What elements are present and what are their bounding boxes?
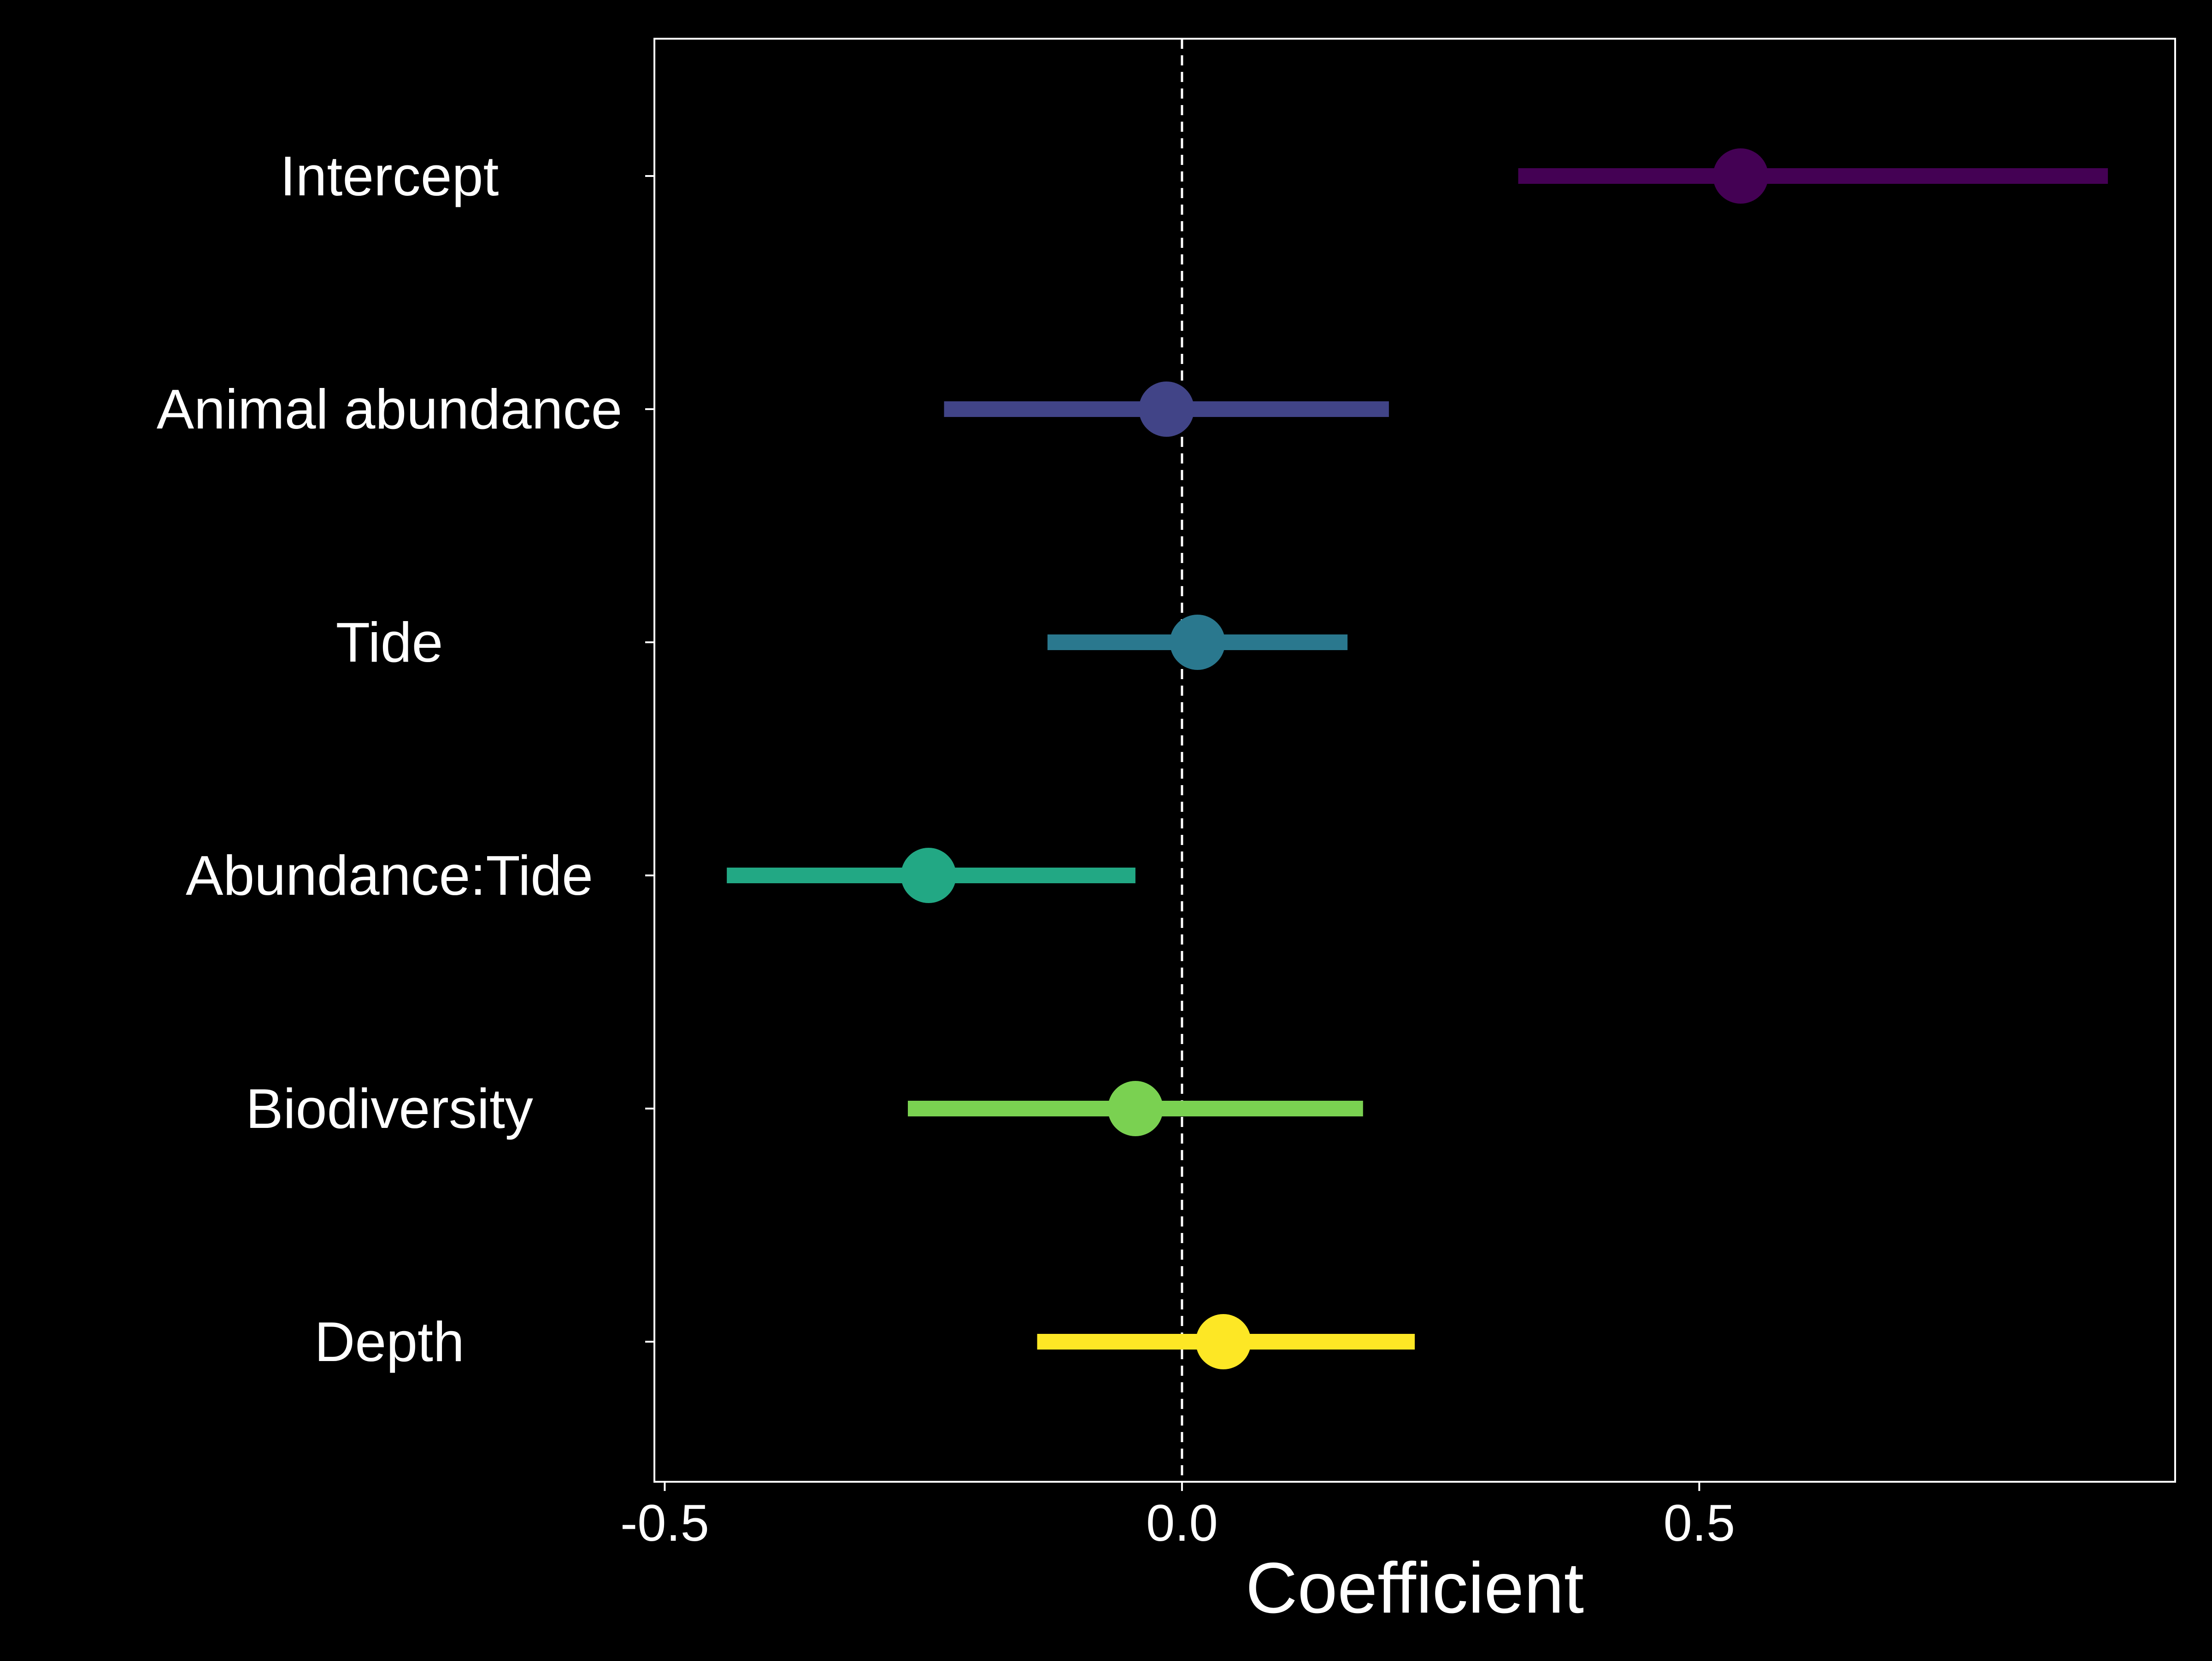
ytick-label-abundance-tide: Abundance:Tide: [186, 844, 593, 907]
estimate-point-biodiversity: [1107, 1081, 1163, 1136]
estimate-point-depth: [1195, 1314, 1251, 1369]
ytick-label-tide: Tide: [336, 611, 443, 674]
ytick-label-biodiversity: Biodiversity: [246, 1077, 533, 1140]
estimate-point-animal-abundance: [1139, 382, 1194, 437]
xtick-label-_0_5: -0.5: [620, 1494, 709, 1552]
estimate-point-intercept: [1713, 148, 1769, 204]
x-axis-title: Coefficient: [1246, 1548, 1584, 1628]
ytick-label-depth: Depth: [314, 1310, 465, 1373]
y-axis: Intercept Animal abundance Tide Abundance:T…: [157, 145, 654, 1373]
xtick-label-0_5: 0.5: [1663, 1494, 1735, 1552]
xtick-label-0_0: 0.0: [1146, 1494, 1218, 1552]
estimate-point-abundance-tide: [900, 848, 956, 903]
plot-frame: [653, 38, 2176, 1483]
estimate-point-tide: [1170, 615, 1225, 670]
ytick-label-intercept: Intercept: [280, 145, 499, 207]
estimates-layer: [727, 148, 2108, 1369]
ytick-label-animal-abundance: Animal abundance: [157, 378, 623, 440]
x-axis: -0.5 0.0 0.5: [620, 1482, 1735, 1552]
